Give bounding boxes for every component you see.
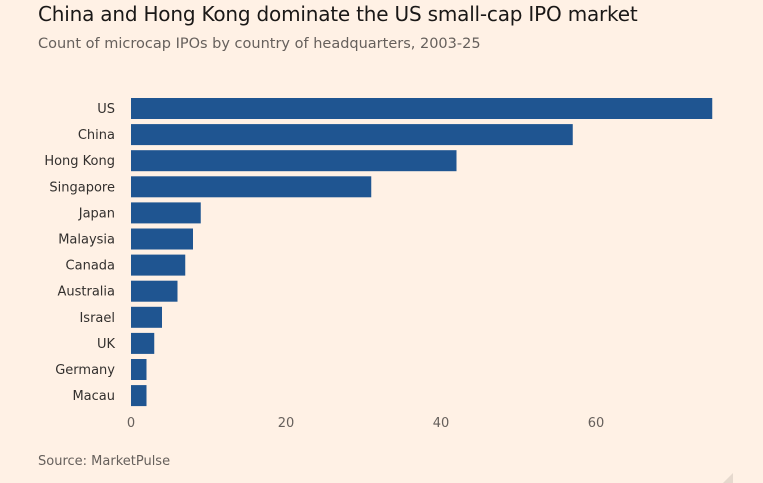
corner-fold [723, 473, 733, 483]
bar-uk [131, 332, 155, 354]
chart-subtitle: Count of microcap IPOs by country of hea… [38, 36, 481, 52]
category-label-uk: UK [97, 337, 116, 352]
category-label-canada: Canada [66, 259, 115, 274]
x-tick-label-0: 0 [127, 416, 135, 431]
category-label-japan: Japan [78, 206, 115, 221]
category-label-germany: Germany [55, 363, 115, 378]
bar-malaysia [131, 228, 193, 250]
bar-hong-kong [131, 150, 457, 172]
x-tick-label-60: 60 [588, 416, 605, 431]
bar-australia [131, 280, 178, 302]
x-axis-ticks: 0 20 40 60 [127, 416, 604, 431]
category-label-us: US [97, 102, 115, 117]
category-labels: US China Hong Kong Singapore Japan Malaysia Ca… [44, 102, 115, 404]
category-label-israel: Israel [79, 311, 115, 326]
category-label-singapore: Singapore [49, 180, 115, 195]
category-label-australia: Australia [57, 285, 115, 300]
bar-group [131, 98, 713, 407]
source-note: Source: MarketPulse [38, 454, 171, 469]
bar-canada [131, 254, 186, 276]
x-tick-label-20: 20 [278, 416, 295, 431]
category-label-china: China [78, 128, 115, 143]
bar-singapore [131, 176, 372, 198]
bar-japan [131, 202, 201, 224]
category-label-malaysia: Malaysia [58, 233, 115, 248]
chart-title: China and Hong Kong dominate the US smal… [38, 2, 638, 26]
bar-macau [131, 385, 147, 407]
bar-us [131, 98, 713, 119]
x-tick-label-40: 40 [433, 416, 450, 431]
bar-germany [131, 359, 147, 380]
category-label-hong-kong: Hong Kong [44, 154, 115, 169]
bar-china [131, 124, 573, 146]
category-label-macau: Macau [72, 389, 115, 404]
bar-israel [131, 306, 162, 328]
